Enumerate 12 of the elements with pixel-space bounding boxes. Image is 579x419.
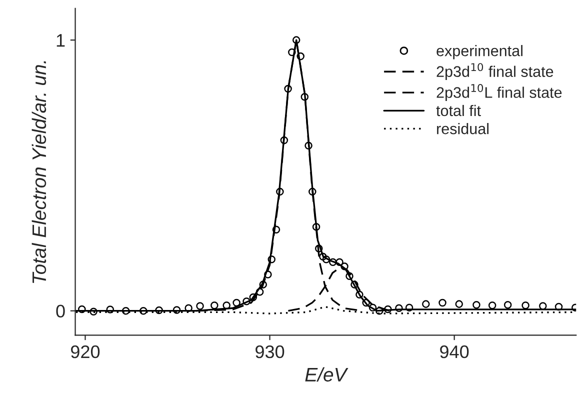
x-tick-label: 920 xyxy=(71,345,100,358)
legend-label: residual xyxy=(437,122,488,134)
legend-label: total fit xyxy=(436,104,481,116)
x-axis-title: E/eV xyxy=(305,367,348,382)
legend-label: 2p3d$^{10}$ final state xyxy=(436,63,554,80)
y-tick-label: 0 xyxy=(56,304,65,318)
legend-label: experimental xyxy=(436,45,522,60)
y-tick-label: 1 xyxy=(56,34,65,47)
x-tick-label: 930 xyxy=(256,345,284,358)
y-axis-title: Total Electron Yield/ar. un. xyxy=(32,61,46,284)
legend-label: 2p3d$^{10}$L final state xyxy=(436,84,562,101)
x-tick-label: 940 xyxy=(440,345,469,358)
